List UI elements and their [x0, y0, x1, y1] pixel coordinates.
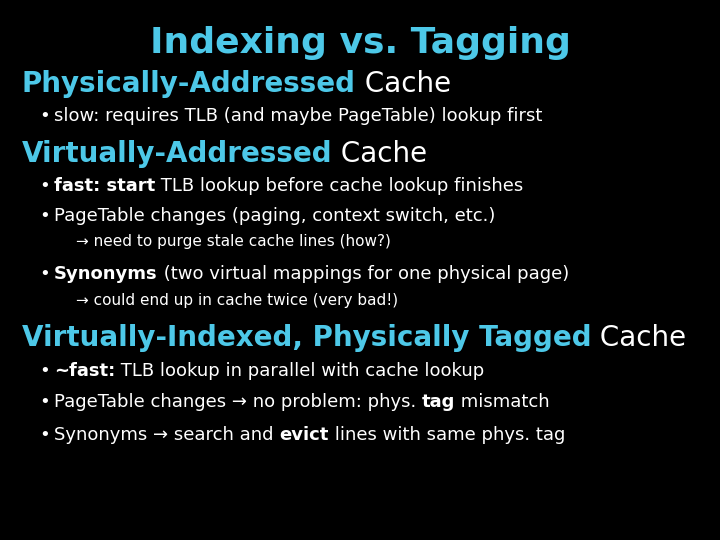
Text: •: •	[40, 107, 50, 125]
Text: → could end up in cache twice (very bad!): → could end up in cache twice (very bad!…	[76, 293, 397, 308]
Text: lines with same phys. tag: lines with same phys. tag	[328, 426, 565, 444]
Text: •: •	[40, 207, 50, 225]
Text: ~fast:: ~fast:	[54, 362, 115, 380]
Text: tag: tag	[422, 393, 455, 411]
Text: Cache: Cache	[356, 70, 451, 98]
Text: TLB lookup before cache lookup finishes: TLB lookup before cache lookup finishes	[156, 177, 523, 195]
Text: PageTable changes (paging, context switch, etc.): PageTable changes (paging, context switc…	[54, 207, 495, 225]
Text: → need to purge stale cache lines (how?): → need to purge stale cache lines (how?)	[76, 234, 390, 249]
Text: Cache: Cache	[332, 140, 428, 168]
Text: •: •	[40, 362, 50, 380]
Text: Virtually-Indexed, Physically Tagged: Virtually-Indexed, Physically Tagged	[22, 323, 591, 352]
Text: Synonyms → search and: Synonyms → search and	[54, 426, 279, 444]
Text: evict: evict	[279, 426, 328, 444]
Text: Cache: Cache	[591, 323, 686, 352]
Text: slow: requires TLB (and maybe PageTable) lookup first: slow: requires TLB (and maybe PageTable)…	[54, 107, 542, 125]
Text: (two virtual mappings for one physical page): (two virtual mappings for one physical p…	[158, 265, 569, 283]
Text: •: •	[40, 426, 50, 444]
Text: fast: start: fast: start	[54, 177, 156, 195]
Text: •: •	[40, 177, 50, 195]
Text: TLB lookup in parallel with cache lookup: TLB lookup in parallel with cache lookup	[115, 362, 485, 380]
Text: •: •	[40, 265, 50, 283]
Text: PageTable changes → no problem: phys.: PageTable changes → no problem: phys.	[54, 393, 422, 411]
Text: Synonyms: Synonyms	[54, 265, 158, 283]
Text: Physically-Addressed: Physically-Addressed	[22, 70, 356, 98]
Text: Indexing vs. Tagging: Indexing vs. Tagging	[150, 26, 570, 60]
Text: •: •	[40, 393, 50, 411]
Text: Virtually-Addressed: Virtually-Addressed	[22, 140, 332, 168]
Text: mismatch: mismatch	[455, 393, 550, 411]
